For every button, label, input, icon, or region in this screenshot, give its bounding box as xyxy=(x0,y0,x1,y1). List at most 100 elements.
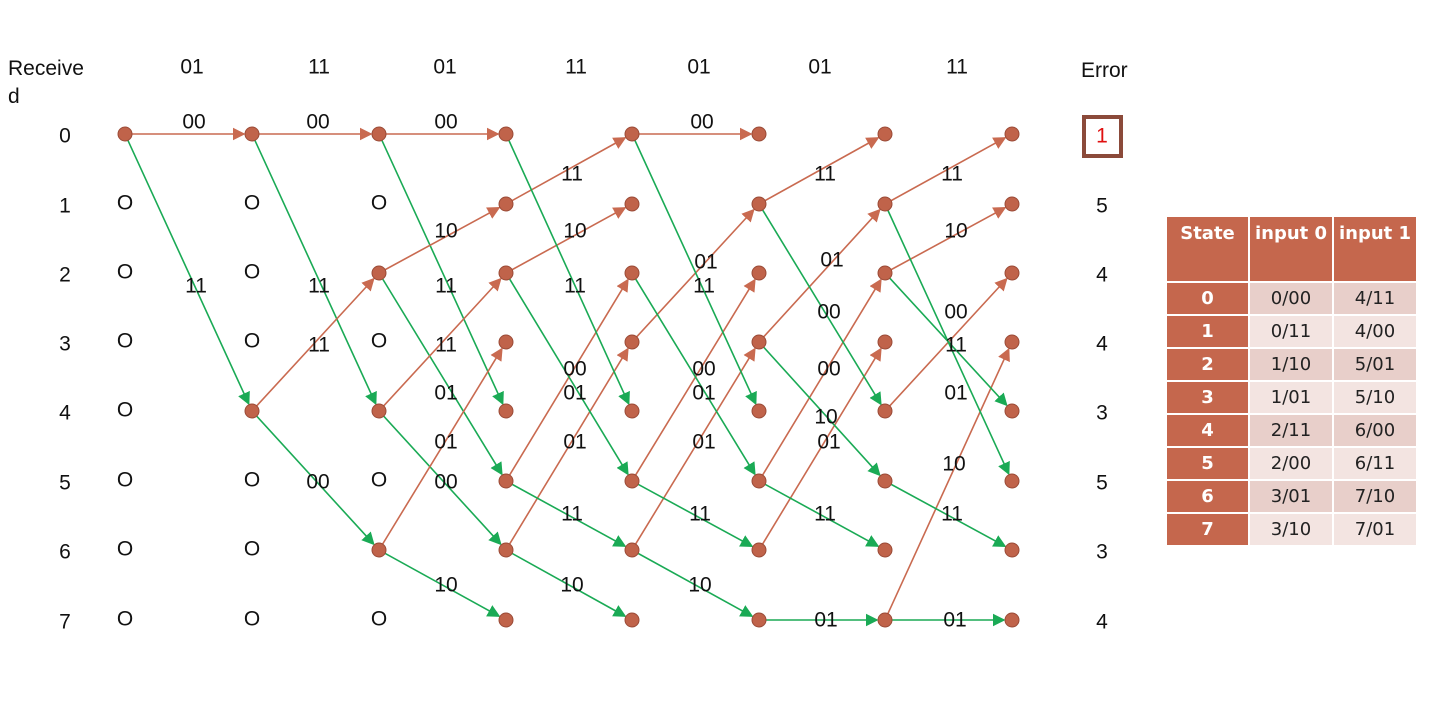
table-header: State xyxy=(1167,217,1248,281)
edge-label: 01 xyxy=(692,382,715,405)
edge xyxy=(758,208,881,343)
edge-label: 11 xyxy=(185,275,207,298)
error-value: 4 xyxy=(1096,611,1108,634)
edge-label: 01 xyxy=(817,431,840,454)
edge xyxy=(378,347,503,551)
node xyxy=(244,126,260,142)
edge-label: 00 xyxy=(434,111,457,134)
node xyxy=(498,473,514,489)
edge xyxy=(378,410,502,546)
node xyxy=(498,334,514,350)
received-label: Received xyxy=(8,57,84,108)
received-symbol: 01 xyxy=(433,56,456,79)
node xyxy=(877,126,893,142)
table-cell: 1 xyxy=(1167,316,1248,347)
edge xyxy=(378,277,502,412)
edge-label: 00 xyxy=(690,111,713,134)
node xyxy=(751,126,767,142)
edge-label: 10 xyxy=(434,220,457,243)
edge-label: 11 xyxy=(308,334,330,357)
table-cell: 6/00 xyxy=(1334,415,1416,446)
edge xyxy=(631,347,756,551)
edge xyxy=(631,480,754,547)
edge-label: 10 xyxy=(814,406,837,429)
table-cell: 2/11 xyxy=(1250,415,1332,446)
empty-marker: O xyxy=(244,192,260,215)
node xyxy=(751,196,767,212)
table-row: 3 1/01 5/10 xyxy=(1167,382,1416,413)
empty-marker: O xyxy=(371,192,387,215)
table-cell: 4/00 xyxy=(1334,316,1416,347)
node xyxy=(498,126,514,142)
edge-label: 11 xyxy=(814,163,836,186)
edge xyxy=(251,277,375,412)
edge-label: 00 xyxy=(692,358,715,381)
edge-label: 10 xyxy=(563,220,586,243)
edge-label: 11 xyxy=(814,503,836,526)
error-value: 3 xyxy=(1096,541,1108,564)
empty-marker: O xyxy=(117,399,133,422)
state-label: 3 xyxy=(59,333,71,356)
edge-label: 11 xyxy=(564,275,586,298)
node xyxy=(1004,265,1020,281)
state-label: 4 xyxy=(59,402,71,425)
empty-marker: O xyxy=(244,608,260,631)
empty-marker: O xyxy=(117,330,133,353)
node xyxy=(877,542,893,558)
state-table: State input 0 input 1 0 0/00 4/11 1 0/11 4/00 2 1/… xyxy=(1165,215,1418,547)
edge-label: 00 xyxy=(306,111,329,134)
received-symbol: 11 xyxy=(946,56,968,79)
table-row: 2 1/10 5/01 xyxy=(1167,349,1416,380)
table-row: 5 2/00 6/11 xyxy=(1167,448,1416,479)
node xyxy=(751,612,767,628)
node xyxy=(877,612,893,628)
node xyxy=(877,403,893,419)
table-cell: 0/00 xyxy=(1250,283,1332,314)
error-value: 5 xyxy=(1096,195,1108,218)
edge-label: 01 xyxy=(694,251,717,274)
edge-label: 11 xyxy=(561,503,583,526)
edge xyxy=(758,203,882,406)
edge-label: 11 xyxy=(435,334,457,357)
edge xyxy=(884,480,1007,547)
node xyxy=(1004,196,1020,212)
table-cell: 6/11 xyxy=(1334,448,1416,479)
edge xyxy=(884,272,1008,407)
edge-label: 01 xyxy=(563,382,586,405)
edge xyxy=(631,133,757,406)
state-label: 0 xyxy=(59,125,71,148)
edge-label: 11 xyxy=(941,503,963,526)
empty-marker: O xyxy=(371,330,387,353)
edge-label: 10 xyxy=(942,453,965,476)
table-cell: 7/10 xyxy=(1334,481,1416,512)
node xyxy=(371,403,387,419)
edge-label: 10 xyxy=(434,574,457,597)
node xyxy=(624,403,640,419)
node xyxy=(877,334,893,350)
table-row: 6 3/01 7/10 xyxy=(1167,481,1416,512)
edge-label: 11 xyxy=(561,163,583,186)
edge-label: 11 xyxy=(689,503,711,526)
edge xyxy=(884,137,1007,205)
edge xyxy=(378,133,504,406)
node xyxy=(1004,542,1020,558)
edge-label: 10 xyxy=(944,220,967,243)
edge-label: 01 xyxy=(943,609,966,632)
edge-label: 11 xyxy=(435,275,457,298)
node xyxy=(498,196,514,212)
edge xyxy=(884,207,1007,274)
error-label: Error xyxy=(1081,59,1128,82)
received-symbol: 01 xyxy=(687,56,710,79)
table-cell: 3/01 xyxy=(1250,481,1332,512)
edge-label: 10 xyxy=(688,574,711,597)
table-row: 0 0/00 4/11 xyxy=(1167,283,1416,314)
node xyxy=(751,473,767,489)
table-cell: 5/01 xyxy=(1334,349,1416,380)
node xyxy=(877,196,893,212)
edge xyxy=(378,272,503,476)
edge xyxy=(124,133,250,406)
error-box xyxy=(1082,115,1123,158)
edge xyxy=(758,137,880,205)
